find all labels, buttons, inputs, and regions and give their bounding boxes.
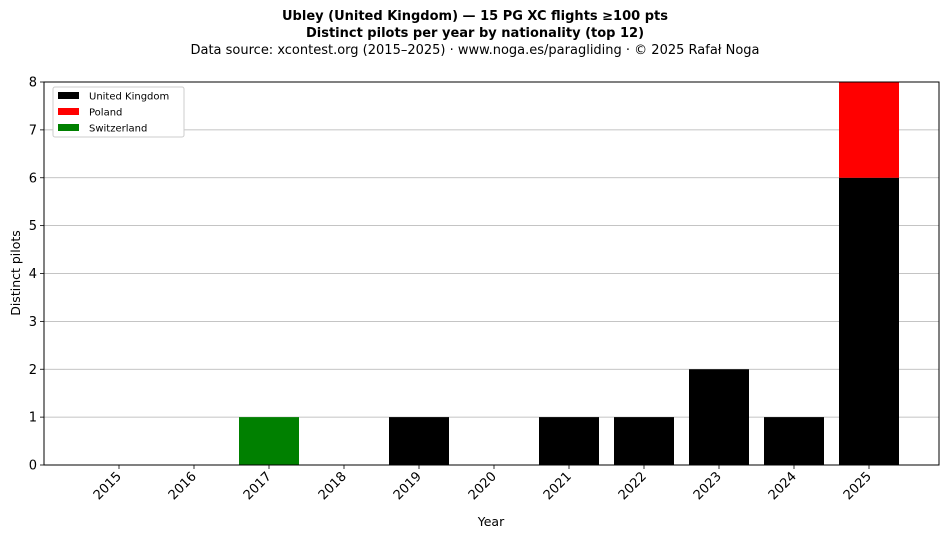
y-tick-label: 2 (29, 363, 37, 378)
chart-subtitle: Distinct pilots per year by nationality … (305, 26, 645, 41)
x-tick-label: 2017 (241, 469, 275, 503)
x-axis-label: Year (477, 514, 505, 529)
y-tick-label: 8 (29, 76, 37, 91)
bar-2021-united-kingdom (539, 417, 599, 465)
y-axis: 0 1 2 3 4 5 6 7 8 (29, 76, 44, 474)
x-tick-label: 2020 (466, 469, 500, 503)
y-tick-label: 3 (29, 315, 37, 330)
x-tick-label: 2016 (166, 469, 200, 503)
x-tick-label: 2022 (616, 469, 650, 503)
x-axis: 2015 2016 2017 2018 2019 2020 2021 2022 2023 2024… (91, 465, 875, 503)
chart-title: Ubley (United Kingdom) — 15 PG XC flight… (282, 9, 668, 24)
bar-2025-united-kingdom (839, 177, 899, 465)
y-tick-label: 6 (29, 171, 37, 186)
legend: United Kingdom Poland Switzerland (52, 86, 185, 138)
y-tick-label: 4 (29, 267, 37, 282)
y-tick-label: 7 (29, 123, 37, 138)
x-tick-label: 2019 (391, 469, 425, 503)
x-tick-label: 2015 (91, 469, 125, 503)
legend-label: Poland (89, 108, 122, 119)
legend-label: United Kingdom (89, 92, 169, 103)
y-gridlines (44, 129, 939, 418)
bar-2019-united-kingdom (389, 417, 449, 465)
y-tick-label: 1 (29, 411, 37, 426)
legend-swatch (58, 124, 79, 131)
legend-swatch (58, 92, 79, 99)
y-axis-label: Distinct pilots (8, 230, 23, 316)
chart-titles: Ubley (United Kingdom) — 15 PG XC flight… (0, 8, 950, 59)
bar-2017-switzerland (239, 417, 299, 465)
x-tick-label: 2021 (541, 469, 575, 503)
chart-source: Data source: xcontest.org (2015–2025) · … (190, 43, 760, 58)
bar-2023-united-kingdom (689, 369, 749, 465)
bar-2025-poland (839, 82, 899, 178)
legend-frame (52, 86, 185, 138)
x-tick-label: 2018 (316, 469, 350, 503)
x-tick-label: 2025 (841, 469, 875, 503)
legend-label: Switzerland (89, 124, 147, 135)
y-tick-label: 5 (29, 219, 37, 234)
x-tick-label: 2024 (766, 469, 800, 503)
bar-2022-united-kingdom (614, 417, 674, 465)
legend-swatch (58, 108, 79, 115)
y-tick-label: 0 (29, 459, 37, 474)
bars (239, 82, 899, 465)
bar-2024-united-kingdom (764, 417, 824, 465)
x-tick-label: 2023 (691, 469, 725, 503)
